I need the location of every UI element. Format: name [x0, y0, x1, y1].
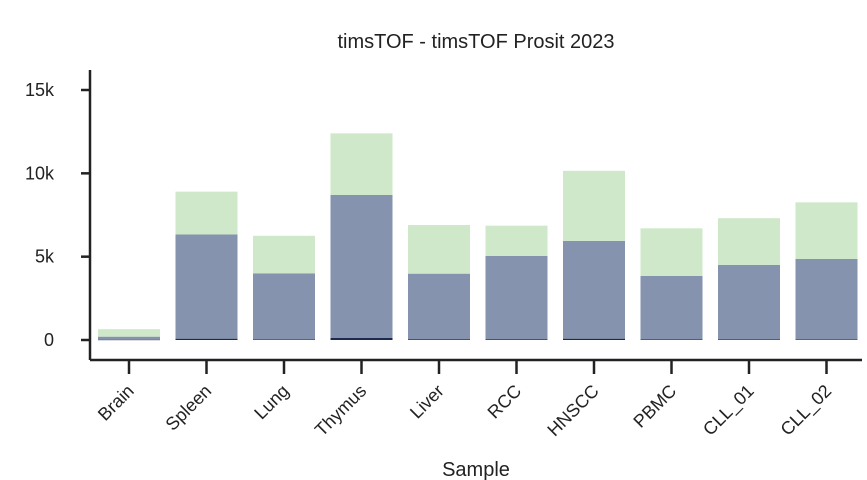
y-tick-label: 0: [44, 330, 54, 350]
bar-cll-01-segment-3: [718, 218, 780, 265]
bar-spleen-segment-2: [175, 234, 238, 339]
x-tick-label: PBMC: [629, 381, 680, 432]
bar-cll-02-segment-2: [795, 259, 858, 340]
y-tick-label: 15k: [25, 80, 55, 100]
bar-pbmc-segment-3: [640, 228, 703, 276]
bar-liver-segment-3: [408, 225, 470, 274]
bar-brain-segment-2: [98, 336, 160, 340]
bar-spleen-segment-1: [175, 338, 238, 340]
y-tick-label: 5k: [35, 247, 55, 267]
bar-cll-02-segment-1: [795, 339, 858, 340]
x-tick-label: HNSCC: [543, 381, 602, 440]
bar-lung-segment-1: [253, 339, 315, 340]
bar-thymus-segment-2: [330, 195, 393, 338]
y-axis: 0 5k 10k 15k: [25, 70, 92, 360]
y-tick-label: 10k: [25, 163, 55, 183]
x-tick-label: RCC: [484, 381, 526, 423]
bar-hnscc-segment-3: [563, 170, 625, 241]
bar-lung-segment-2: [253, 273, 315, 340]
x-tick-label: Lung: [250, 381, 292, 423]
x-axis: Brain Spleen Lung Thymus Liver RCC HNSCC PBMC CL…: [90, 358, 862, 440]
x-axis-label: Sample: [442, 459, 510, 480]
bar-spleen-segment-3: [175, 191, 238, 235]
bar-hnscc-segment-2: [563, 240, 625, 339]
bar-cll-01-segment-2: [718, 264, 780, 340]
bar-liver-segment-1: [408, 339, 470, 340]
bar-rcc-segment-2: [485, 256, 548, 340]
bars-group: [98, 133, 858, 341]
x-tick-label: CLL_01: [699, 381, 758, 440]
bar-brain-segment-1: [98, 339, 160, 341]
x-tick-label: Brain: [94, 381, 138, 425]
bar-thymus-segment-1: [330, 338, 393, 340]
bar-rcc-segment-3: [485, 225, 548, 256]
bar-cll-01-segment-1: [718, 339, 780, 340]
x-tick-label: Spleen: [162, 381, 216, 435]
x-tick-label: Thymus: [311, 381, 370, 440]
bar-pbmc-segment-1: [640, 339, 703, 340]
x-tick-label: Liver: [406, 381, 448, 423]
bar-rcc-segment-1: [485, 339, 548, 340]
bar-liver-segment-2: [408, 273, 470, 340]
bar-pbmc-segment-2: [640, 276, 703, 340]
bar-cll-02-segment-3: [795, 202, 858, 259]
bar-thymus-segment-3: [330, 133, 393, 195]
x-tick-label: CLL_02: [777, 381, 836, 440]
bar-lung-segment-3: [253, 235, 315, 274]
chart-title: timsTOF - timsTOF Prosit 2023: [337, 31, 614, 53]
bar-hnscc-segment-1: [563, 338, 625, 340]
bar-brain-segment-3: [98, 329, 160, 337]
